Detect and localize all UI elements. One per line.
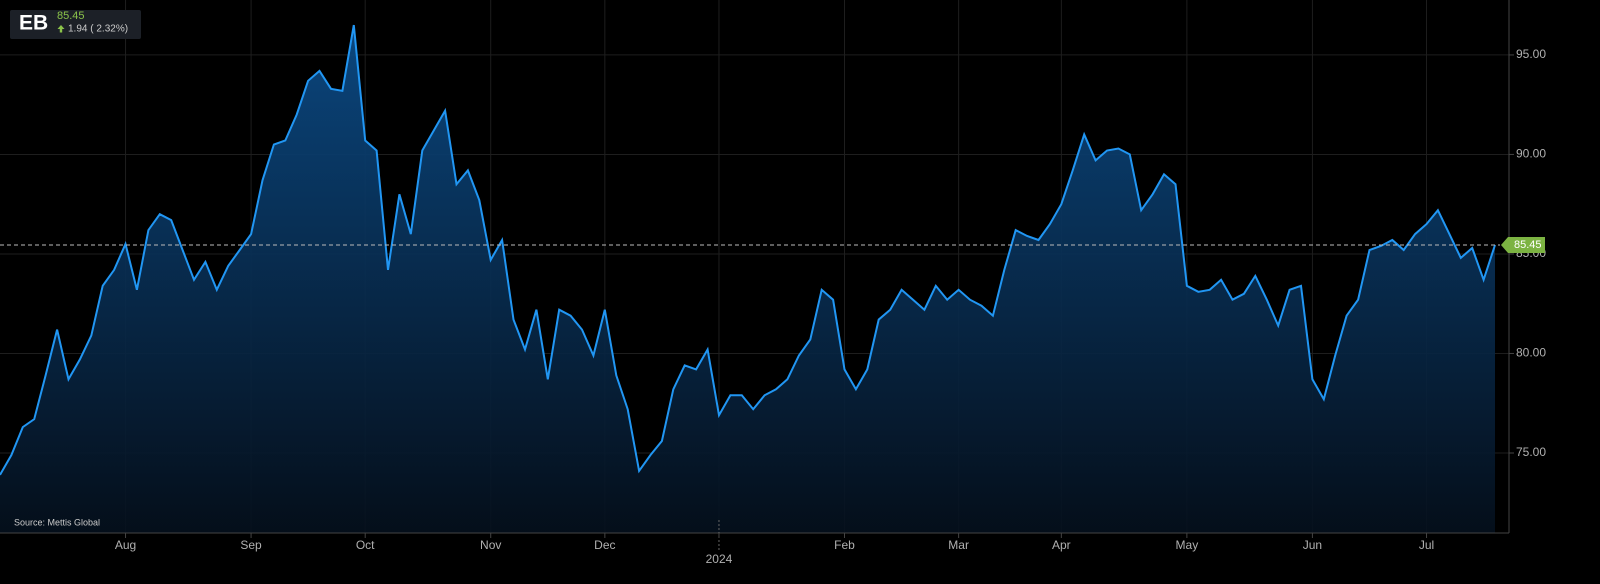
x-tick-label: Nov [480, 538, 501, 552]
price: 85.45 [57, 10, 85, 22]
x-tick-label: Mar [948, 538, 969, 552]
x-tick-label: 2024 [706, 552, 733, 566]
plot [0, 24, 1496, 533]
x-tick-label: Apr [1052, 538, 1071, 552]
change: 1.94 ( 2.32%) [68, 24, 128, 35]
x-tick-label: Jul [1419, 538, 1434, 552]
line [0, 24, 1496, 476]
y-tick-label: 75.00 [1516, 445, 1546, 459]
x-tick-label: Sep [240, 538, 262, 552]
area [0, 25, 1495, 533]
last-price-tag [1501, 237, 1545, 254]
x-tick-label: Aug [115, 538, 136, 552]
symbol: EB [19, 12, 48, 35]
symbol-box [10, 10, 141, 39]
last-price-label: 85.45 [1514, 239, 1542, 251]
y-tick-label: 95.00 [1516, 47, 1546, 61]
x-tick-label: Feb [834, 538, 855, 552]
source: Source: Mettis Global [14, 517, 100, 527]
y-tick-label: 90.00 [1516, 147, 1546, 161]
up-arrow [57, 25, 65, 33]
x-tick-label: Dec [594, 538, 615, 552]
x-tick-label: Jun [1303, 538, 1322, 552]
x-tick-label: May [1176, 538, 1199, 552]
y-tick-label: 80.00 [1516, 346, 1546, 360]
x-tick-label: Oct [356, 538, 375, 552]
